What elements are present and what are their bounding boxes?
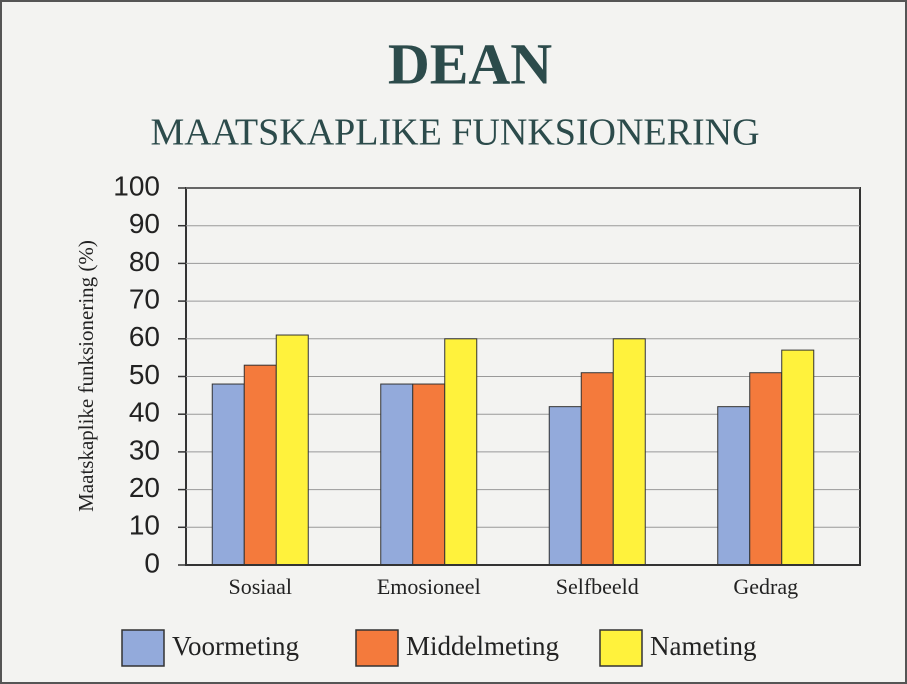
- y-tick-label: 90: [129, 208, 160, 239]
- legend-label: Voormeting: [172, 631, 299, 661]
- legend-swatch: [599, 629, 643, 667]
- bar: [781, 349, 815, 566]
- bar: [275, 334, 309, 566]
- legend-label: Nameting: [650, 631, 756, 661]
- y-tick-label: 60: [129, 321, 160, 352]
- y-tick-label: 20: [129, 472, 160, 503]
- bar: [444, 338, 478, 566]
- bar: [612, 338, 646, 566]
- y-tick-label: 30: [129, 434, 160, 465]
- y-tick-label: 70: [129, 283, 160, 314]
- y-tick-label: 10: [129, 510, 160, 541]
- x-tick-label: Emosioneel: [377, 574, 481, 599]
- bar: [412, 383, 446, 566]
- x-tick-label: Selfbeeld: [556, 574, 639, 599]
- legend-swatch: [121, 629, 165, 667]
- legend-swatch: [355, 629, 399, 667]
- y-tick-label: 80: [129, 246, 160, 277]
- bar: [749, 372, 783, 566]
- y-axis-label: Maatskaplike funksionering (%): [74, 240, 98, 512]
- bar: [580, 372, 614, 566]
- chart-title: DEAN: [388, 31, 552, 96]
- x-tick-label: Sosiaal: [228, 574, 292, 599]
- chart-subtitle: MAATSKAPLIKE FUNKSIONERING: [150, 112, 759, 154]
- bar: [380, 383, 414, 566]
- x-tick-label: Gedrag: [733, 574, 798, 599]
- y-tick-label: 50: [129, 359, 160, 390]
- y-tick-label: 40: [129, 397, 160, 428]
- y-tick-label: 0: [144, 547, 160, 578]
- bar: [717, 406, 751, 566]
- bar: [211, 383, 245, 566]
- legend-label: Middelmeting: [406, 631, 559, 661]
- bar: [243, 364, 277, 566]
- y-tick-label: 100: [113, 170, 160, 201]
- bar: [548, 406, 582, 566]
